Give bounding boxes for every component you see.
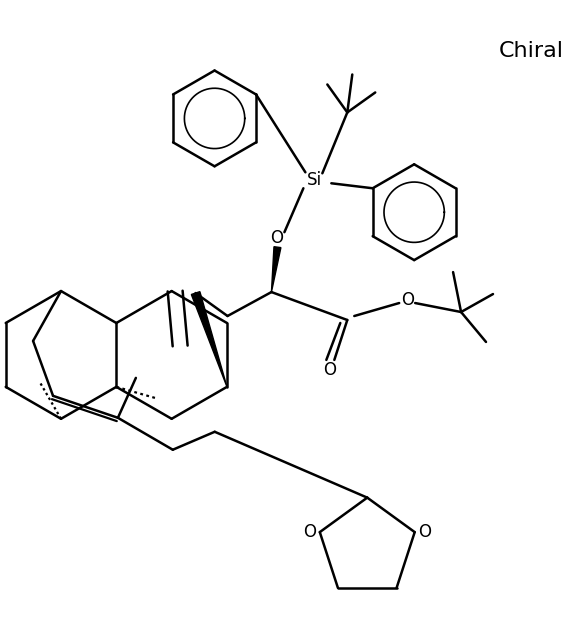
Polygon shape	[191, 292, 227, 387]
Text: O: O	[270, 229, 283, 247]
Polygon shape	[271, 246, 281, 292]
Text: O: O	[323, 361, 336, 379]
Text: Si: Si	[307, 172, 322, 189]
Text: O: O	[401, 291, 414, 309]
Text: O: O	[303, 523, 316, 541]
Text: O: O	[418, 523, 431, 541]
Text: Chiral: Chiral	[499, 40, 564, 61]
